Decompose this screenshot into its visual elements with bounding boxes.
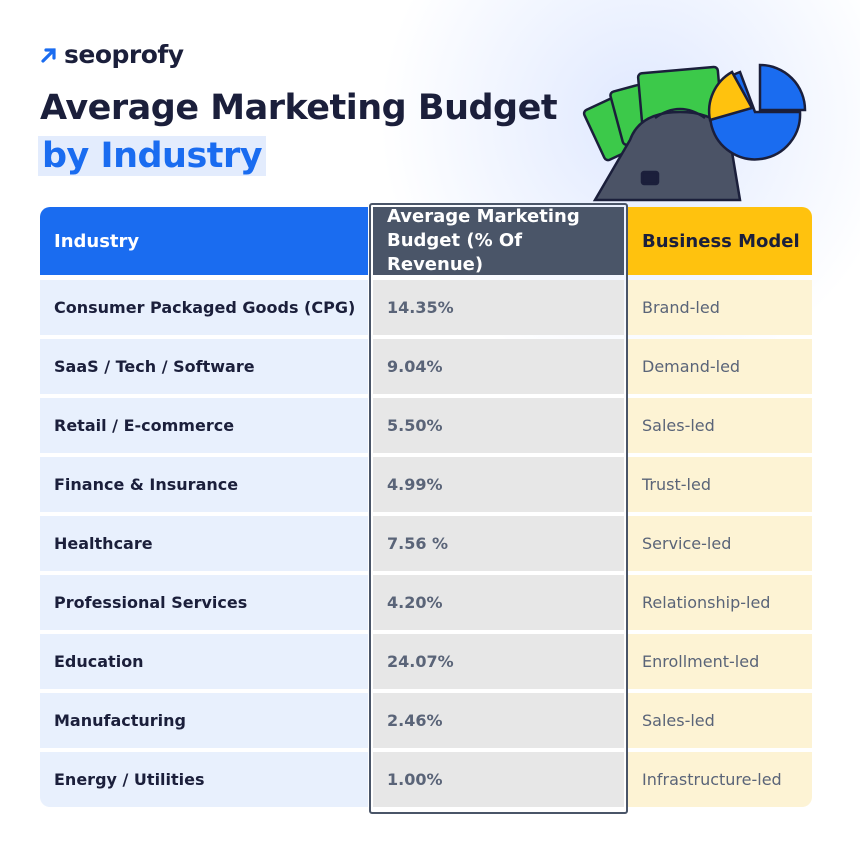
budget-cell: 9.04%	[373, 339, 624, 394]
budget-cell: 7.56 %	[373, 516, 624, 571]
industry-cell: Energy / Utilities	[40, 752, 368, 807]
column-header: Average Marketing Budget (% Of Revenue)	[373, 206, 624, 275]
model-cell: Service-led	[628, 516, 812, 571]
model-cell: Infrastructure-led	[628, 752, 812, 807]
column-header: Industry	[40, 207, 368, 275]
budget-cell: 14.35%	[373, 280, 624, 335]
model-cell: Brand-led	[628, 280, 812, 335]
model-cell: Relationship-led	[628, 575, 812, 630]
title: Average Marketing Budget	[40, 88, 558, 128]
brand: seoprofy	[64, 40, 184, 69]
budget-cell: 4.99%	[373, 457, 624, 512]
highlight-column	[369, 203, 628, 814]
model-cell: Enrollment-led	[628, 634, 812, 689]
industry-cell: Professional Services	[40, 575, 368, 630]
subtitle: by Industry	[38, 136, 267, 176]
industry-cell: Healthcare	[40, 516, 368, 571]
model-cell: Trust-led	[628, 457, 812, 512]
model-cell: Sales-led	[628, 693, 812, 748]
industry-cell: SaaS / Tech / Software	[40, 339, 368, 394]
industry-cell: Consumer Packaged Goods (CPG)	[40, 280, 368, 335]
industry-cell: Education	[40, 634, 368, 689]
budget-cell: 4.20%	[373, 575, 624, 630]
budget-cell: 24.07%	[373, 634, 624, 689]
illustration	[582, 63, 807, 202]
column-header: Business Model	[628, 207, 812, 275]
industry-cell: Manufacturing	[40, 693, 368, 748]
industry-cell: Retail / E-commerce	[40, 398, 368, 453]
industry-cell: Finance & Insurance	[40, 457, 368, 512]
budget-cell: 1.00%	[373, 752, 624, 807]
model-cell: Demand-led	[628, 339, 812, 394]
budget-cell: 2.46%	[373, 693, 624, 748]
logo-arrow	[41, 48, 56, 63]
model-cell: Sales-led	[628, 398, 812, 453]
budget-cell: 5.50%	[373, 398, 624, 453]
